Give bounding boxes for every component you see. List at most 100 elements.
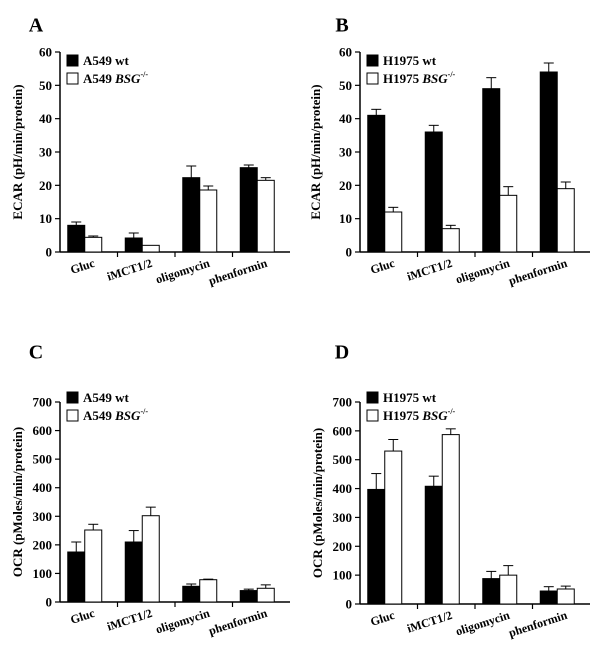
bar: [67, 551, 86, 603]
y-tick-label: 30: [339, 145, 352, 160]
bar: [482, 578, 501, 605]
legend-entry: A549 BSG-/-: [83, 407, 148, 423]
bar: [84, 529, 103, 603]
panel-d: D 0 100 200 300 400 500 600 700 OCR (pMoles/min/p…: [310, 342, 590, 640]
legend-swatch: [66, 391, 79, 404]
bar: [141, 515, 160, 603]
category-label: phenformin: [207, 606, 269, 638]
bar: [482, 88, 501, 253]
category-label: oligomycin: [454, 256, 512, 287]
category-label: phenformin: [507, 256, 569, 288]
y-tick-label: 10: [339, 211, 352, 226]
category-label: Gluc: [69, 606, 97, 627]
y-tick-label: 20: [39, 178, 52, 193]
category-label: Gluc: [69, 256, 97, 277]
bar: [499, 574, 518, 605]
y-tick-label: 200: [333, 539, 353, 554]
legend-genotype: -/-: [448, 407, 456, 416]
y-tick-label: 500: [33, 452, 53, 467]
bar: [239, 590, 258, 603]
legend-gene: BSG: [114, 408, 141, 423]
panel-letter: C: [29, 342, 43, 364]
bar: [199, 579, 218, 603]
bar: [141, 244, 160, 253]
y-tick-label: 100: [33, 566, 53, 581]
category-label: iMCT1/2: [105, 606, 154, 634]
bar: [556, 188, 575, 253]
y-axis-label: OCR (pMoles/min/protein): [10, 427, 25, 577]
category-label: Gluc: [369, 256, 397, 277]
category-label: oligomycin: [154, 606, 212, 637]
y-tick-label: 20: [339, 178, 352, 193]
legend-genotype: -/-: [140, 70, 148, 79]
y-tick-label: 700: [333, 395, 353, 410]
bar: [556, 588, 575, 605]
bar: [367, 488, 386, 605]
legend-swatch: [66, 409, 79, 422]
bar: [441, 228, 460, 253]
legend-gene: BSG: [114, 71, 141, 86]
category-label: iMCT1/2: [105, 256, 154, 284]
y-tick-label: 40: [39, 111, 52, 126]
y-tick-label: 300: [333, 510, 353, 525]
bar: [239, 167, 258, 253]
panel-letter: B: [335, 15, 348, 37]
y-axis-label: ECAR (pH/min/protein): [10, 84, 25, 219]
legend-swatch: [366, 391, 379, 404]
bar: [424, 131, 443, 253]
panel-c: C 0 100 200 300 400 500 600 700 OCR (pMoles/min/p…: [10, 342, 290, 638]
legend-entry: H1975 wt: [383, 53, 437, 68]
bar: [539, 71, 558, 253]
category-label: oligomycin: [454, 608, 512, 639]
bar: [124, 237, 143, 253]
category-label: iMCT1/2: [405, 256, 454, 284]
legend-entry: A549 wt: [83, 53, 130, 68]
legend-entry: A549 BSG-/-: [83, 70, 148, 86]
y-tick-label: 400: [333, 481, 353, 496]
y-tick-label: 0: [346, 597, 353, 612]
y-tick-label: 0: [46, 595, 53, 610]
legend-cell-line: H1975: [383, 71, 422, 86]
y-tick-label: 50: [39, 78, 52, 93]
y-tick-label: 400: [33, 480, 53, 495]
bar: [539, 590, 558, 605]
bar: [367, 114, 386, 253]
category-label: iMCT1/2: [405, 608, 454, 636]
bar: [256, 587, 275, 603]
y-tick-label: 700: [33, 395, 53, 410]
panel-letter: D: [335, 342, 349, 364]
category-label: oligomycin: [154, 256, 212, 287]
y-axis-label: OCR (pMoles/min/protein): [310, 428, 325, 578]
y-tick-label: 200: [33, 537, 53, 552]
y-tick-label: 50: [339, 78, 352, 93]
bar: [424, 485, 443, 605]
bar: [67, 224, 86, 253]
y-tick-label: 600: [333, 423, 353, 438]
legend-swatch: [366, 72, 379, 85]
bar: [441, 434, 460, 605]
legend-gene: BSG: [421, 71, 448, 86]
bar: [84, 236, 103, 253]
y-tick-label: 0: [346, 245, 353, 260]
bar: [384, 211, 403, 253]
panel-a: A 0 10 20 30 40 50 60 ECAR (pH/min/protein) Gluc i…: [10, 15, 290, 288]
y-tick-label: 10: [39, 211, 52, 226]
legend-entry: H1975 wt: [383, 390, 437, 405]
category-label: phenformin: [207, 256, 269, 288]
legend-entry: H1975 BSG-/-: [383, 70, 456, 86]
legend-entry: A549 wt: [83, 390, 130, 405]
bar: [182, 585, 201, 603]
category-label: phenformin: [507, 608, 569, 640]
legend-gene: BSG: [421, 408, 448, 423]
legend-cell-line: A549: [83, 71, 115, 86]
bar: [124, 541, 143, 603]
panel-letter: A: [29, 15, 44, 37]
bar: [256, 179, 275, 253]
bar: [384, 450, 403, 605]
legend-swatch: [66, 72, 79, 85]
y-tick-label: 60: [39, 45, 52, 60]
bar: [182, 177, 201, 253]
legend-cell-line: H1975: [383, 408, 422, 423]
legend-genotype: -/-: [448, 70, 456, 79]
